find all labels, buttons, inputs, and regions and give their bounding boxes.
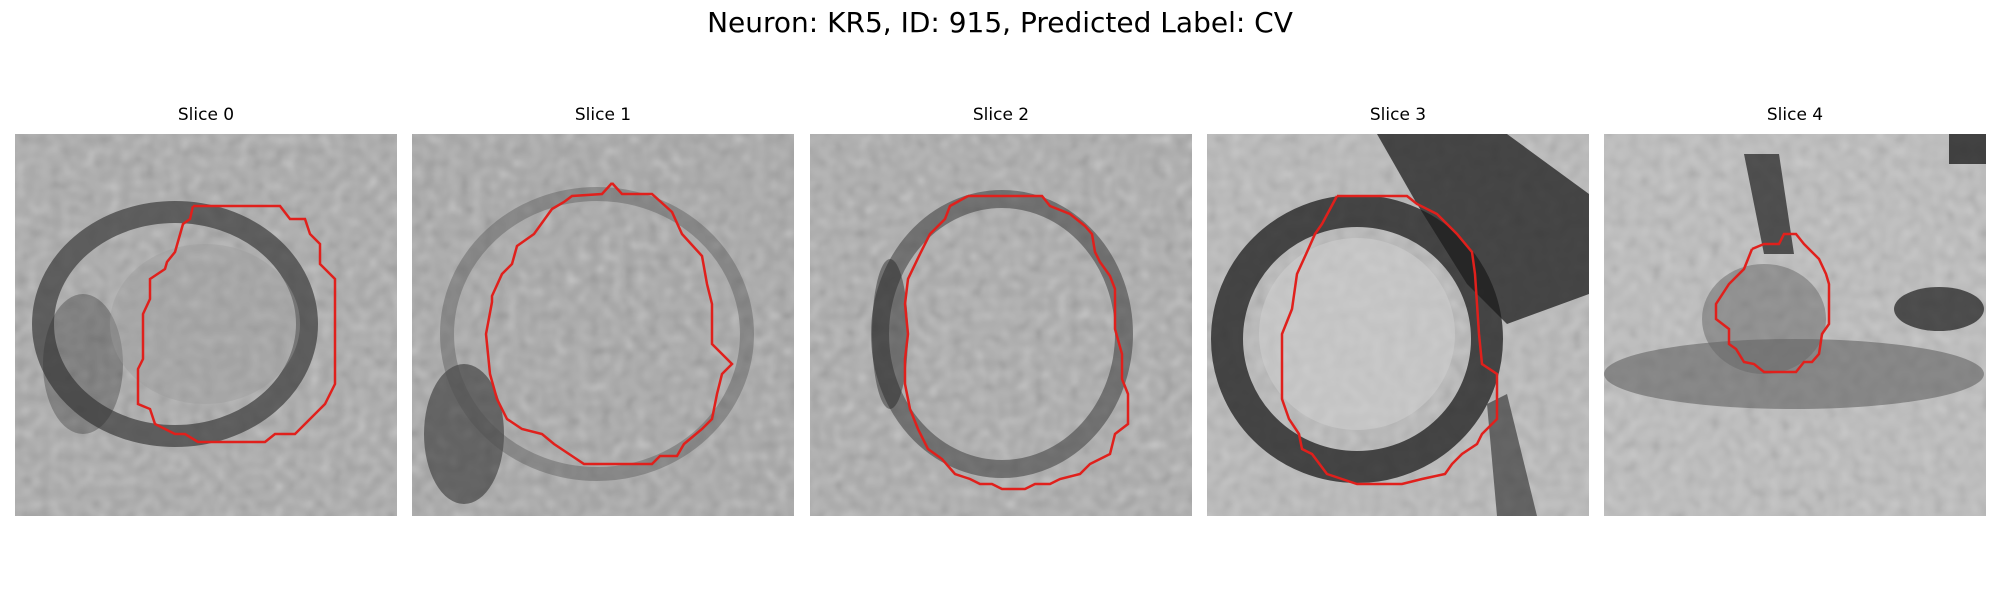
contour-outline: [136, 204, 337, 444]
inner-region: [1702, 264, 1826, 374]
slice-title-1: Slice 1: [574, 105, 632, 125]
membrane-ring: [1211, 195, 1503, 483]
dark-branch: [1377, 134, 1589, 324]
dark-blob-right: [1894, 287, 1984, 331]
dark-corner: [1949, 134, 1986, 164]
slice-panel-4: Slice 4: [1604, 104, 1986, 516]
dark-process: [1487, 394, 1537, 516]
slice-panel-3: Slice 3: [1207, 104, 1589, 516]
slice-image-1: [412, 134, 794, 516]
contour-outline: [484, 182, 734, 466]
pixel-noise-overlay: [15, 134, 397, 516]
slice-title-0: Slice 0: [177, 105, 235, 125]
contour-outline: [1714, 232, 1831, 374]
membrane-ring: [871, 190, 1133, 478]
slice-panel-1: Slice 1: [412, 104, 794, 516]
dark-band: [1604, 339, 1984, 409]
slice-image-3: [1207, 134, 1589, 516]
contour-outline: [903, 194, 1130, 491]
dark-region: [43, 294, 123, 434]
figure-title: Neuron: KR5, ID: 915, Predicted Label: C…: [707, 6, 1293, 39]
slice-image-4: [1604, 134, 1986, 516]
inner-region: [1259, 238, 1455, 430]
slice-panel-0: Slice 0: [15, 104, 397, 516]
dark-region: [872, 259, 908, 409]
slice-title-2: Slice 2: [972, 105, 1030, 125]
slice-image-0: [15, 134, 397, 516]
contour-outline: [1280, 194, 1499, 486]
membrane-ring: [32, 201, 318, 447]
slice-title-4: Slice 4: [1766, 105, 1824, 125]
slice-panel-2: Slice 2: [810, 104, 1192, 516]
dark-branch: [1744, 154, 1794, 254]
slice-title-3: Slice 3: [1369, 105, 1427, 125]
dark-region: [424, 364, 504, 504]
inner-region: [110, 244, 300, 404]
slice-image-2: [810, 134, 1192, 516]
